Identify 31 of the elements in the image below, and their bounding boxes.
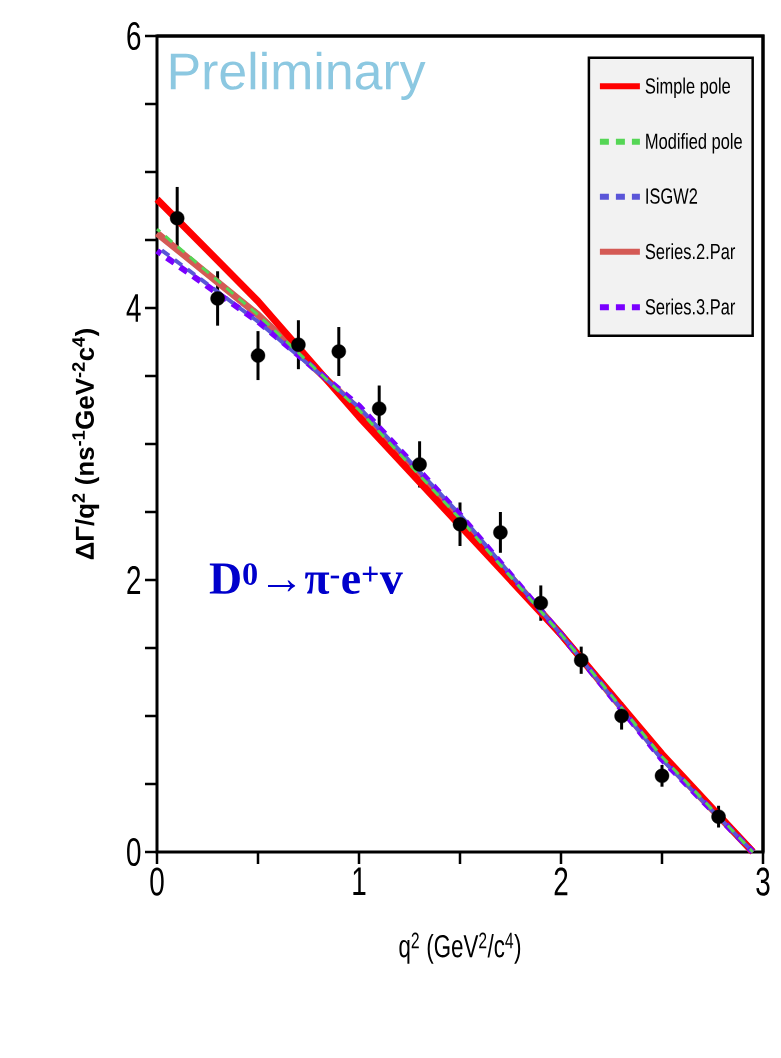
legend-label: ISGW2 [646,188,698,204]
point [170,211,185,226]
point [614,708,629,724]
y-tick-label: 2 [127,566,141,594]
y-tick-label: 6 [127,21,141,51]
x-tick-label: 3 [756,867,770,896]
point [493,525,508,540]
point [533,595,548,611]
annotation: D$^{0}$→π$^{-}$e$^{+}$v [209,563,403,595]
point [574,653,589,668]
legend-label: Series.2.Par [645,243,736,260]
point [412,457,427,472]
point [210,291,225,306]
point [291,337,306,352]
y-tick-label: 4 [126,294,141,322]
point [331,344,346,359]
point [452,517,468,532]
point [250,348,266,363]
y-tick-label: 0 [127,837,141,867]
point [654,768,670,784]
legend-label: Modified pole [646,132,742,154]
x-tick-label: 2 [554,867,568,896]
point [711,809,726,824]
point [372,401,387,416]
annotation: Preliminary [170,51,426,101]
legend-label: Series.3.Par [645,298,736,315]
legend-label: Simple pole [645,77,731,99]
x-axis-title: q$^{2}$ (GeV$^{2}$/c$^{4}$) [399,932,521,964]
text: ΔΓ/q$^{2}$ (ns$^{-1}$GeV$^{-2}$c$^{4}$) [72,329,100,560]
x-tick-label: 1 [353,867,366,895]
x-tick-label: 0 [150,867,164,896]
